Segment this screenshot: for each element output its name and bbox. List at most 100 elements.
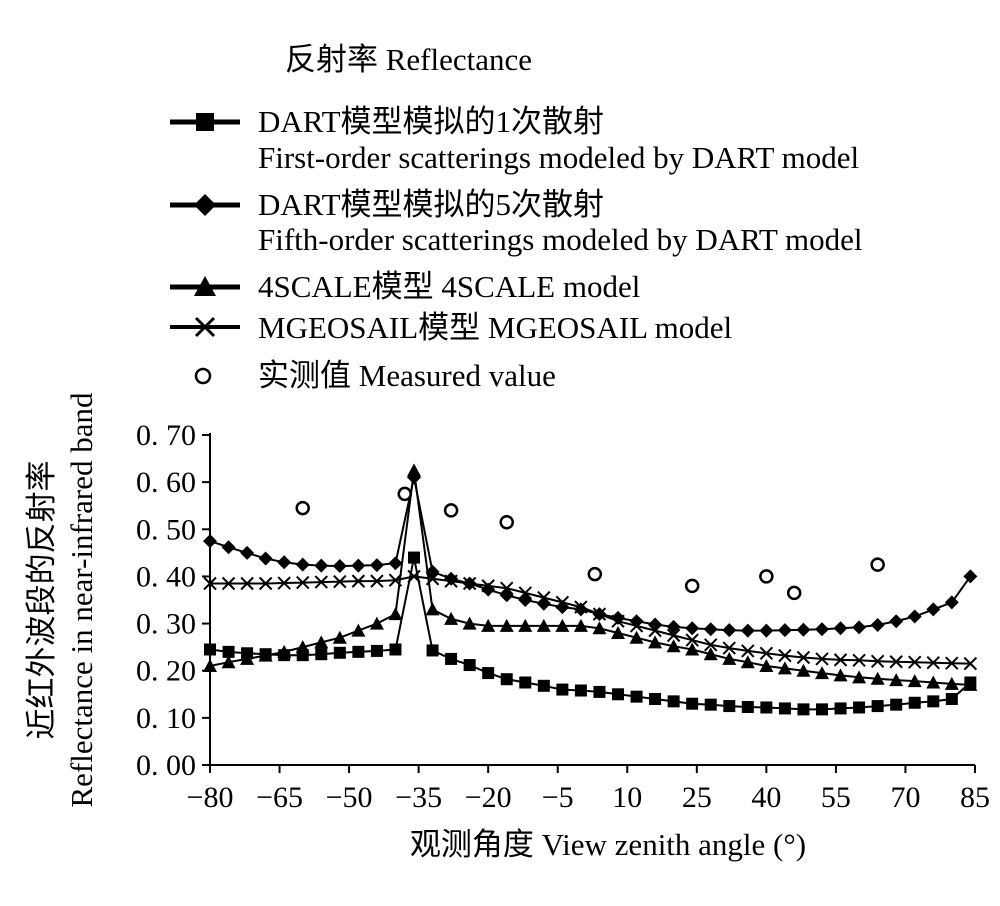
data-point bbox=[611, 614, 625, 628]
data-point bbox=[740, 655, 755, 669]
data-point bbox=[722, 651, 737, 665]
x-tick-label: 85 bbox=[960, 781, 990, 814]
data-point bbox=[370, 644, 383, 657]
data-point bbox=[630, 690, 643, 703]
data-point bbox=[685, 642, 700, 656]
legend-label-measured: 实测值 Measured value bbox=[258, 358, 556, 393]
data-point bbox=[481, 579, 495, 593]
data-point bbox=[425, 602, 440, 616]
data-point bbox=[926, 675, 941, 689]
data-point bbox=[555, 595, 570, 610]
data-point bbox=[258, 576, 273, 591]
data-point bbox=[555, 618, 570, 632]
data-point bbox=[890, 698, 903, 711]
y-tick-label: 0. 60 bbox=[136, 466, 196, 499]
data-point bbox=[574, 600, 588, 614]
data-point bbox=[332, 559, 347, 574]
data-point bbox=[333, 574, 347, 589]
data-point bbox=[397, 486, 412, 502]
data-point bbox=[852, 620, 867, 635]
x-tick-label: 70 bbox=[890, 781, 920, 814]
data-point bbox=[518, 586, 532, 600]
data-point bbox=[704, 638, 718, 652]
data-point bbox=[351, 558, 366, 573]
data-point bbox=[741, 701, 754, 714]
x-tick-label: −20 bbox=[465, 781, 512, 814]
data-point bbox=[537, 679, 550, 692]
data-point bbox=[425, 572, 440, 586]
data-point bbox=[518, 618, 533, 632]
data-point bbox=[574, 684, 587, 697]
data-point bbox=[370, 574, 384, 588]
legend-label-4scale: 4SCALE模型 4SCALE model bbox=[258, 269, 640, 304]
y-tick-label: 0. 10 bbox=[136, 702, 196, 735]
data-point bbox=[685, 621, 700, 636]
data-point bbox=[759, 569, 774, 584]
legend-item-mgeosail: MGEOSAIL模型 MGEOSAIL model bbox=[170, 310, 732, 345]
data-point bbox=[649, 693, 662, 705]
data-point bbox=[537, 590, 551, 605]
data-point bbox=[648, 635, 663, 649]
data-point bbox=[295, 557, 310, 572]
y-tick-label: 0. 50 bbox=[136, 513, 196, 546]
data-point bbox=[815, 652, 829, 666]
data-point bbox=[666, 639, 681, 653]
data-point bbox=[587, 566, 603, 582]
data-point bbox=[556, 683, 569, 696]
legend: 反射率 Reflectance DART模型模拟的1次散射 First-orde… bbox=[170, 42, 863, 393]
legend-label-dart-fifth-order-zh: DART模型模拟的5次散射 bbox=[258, 187, 604, 222]
y-axis-title-zh: 近红外波段的反射率 bbox=[24, 461, 59, 740]
data-point bbox=[388, 607, 403, 621]
data-point bbox=[407, 463, 421, 477]
series-mgeosail-line bbox=[210, 575, 971, 665]
data-point bbox=[203, 659, 217, 672]
data-point bbox=[926, 602, 941, 617]
data-point bbox=[686, 697, 699, 710]
series-layer bbox=[203, 463, 978, 716]
data-point bbox=[204, 643, 216, 656]
data-point bbox=[444, 571, 459, 586]
data-point bbox=[573, 618, 588, 632]
data-point bbox=[927, 695, 940, 708]
data-point bbox=[834, 702, 847, 715]
data-point bbox=[388, 556, 403, 571]
x-axis-title: 观测角度 View zenith angle (°) bbox=[410, 827, 806, 862]
data-point bbox=[816, 703, 828, 716]
data-point bbox=[666, 628, 681, 643]
data-point bbox=[388, 573, 403, 587]
data-point bbox=[444, 574, 458, 588]
data-point bbox=[315, 648, 328, 661]
data-point bbox=[221, 540, 236, 555]
legend-marker-square bbox=[196, 113, 214, 131]
data-point bbox=[296, 575, 310, 590]
legend-item-dart-fifth-order: DART模型模拟的5次散射 Fifth-order scatterings mo… bbox=[170, 187, 863, 257]
data-point bbox=[277, 576, 291, 590]
data-point bbox=[796, 650, 811, 665]
data-point bbox=[778, 648, 792, 663]
data-point bbox=[407, 569, 421, 584]
data-point bbox=[759, 659, 774, 672]
data-point bbox=[907, 674, 922, 688]
data-point bbox=[222, 645, 235, 658]
data-point bbox=[463, 659, 476, 672]
data-point bbox=[592, 607, 607, 621]
legend-label-dart-first-order-en: First-order scatterings modeled by DART … bbox=[258, 140, 859, 175]
data-point bbox=[445, 652, 458, 665]
data-point bbox=[499, 514, 514, 530]
data-point bbox=[351, 623, 366, 637]
data-point bbox=[703, 622, 718, 637]
data-point bbox=[426, 644, 439, 657]
data-point bbox=[741, 644, 755, 658]
legend-label-dart-first-order-zh: DART模型模拟的1次散射 bbox=[258, 104, 604, 139]
x-tick-label: 25 bbox=[682, 781, 712, 814]
x-tick-label: −35 bbox=[395, 781, 442, 814]
data-point bbox=[703, 647, 718, 661]
data-point bbox=[462, 616, 477, 630]
data-point bbox=[629, 619, 644, 633]
data-point bbox=[221, 655, 236, 669]
legend-marker-circle bbox=[194, 367, 212, 385]
data-point bbox=[833, 621, 848, 636]
data-point bbox=[870, 617, 885, 632]
data-point bbox=[778, 702, 791, 715]
data-point bbox=[684, 578, 700, 594]
